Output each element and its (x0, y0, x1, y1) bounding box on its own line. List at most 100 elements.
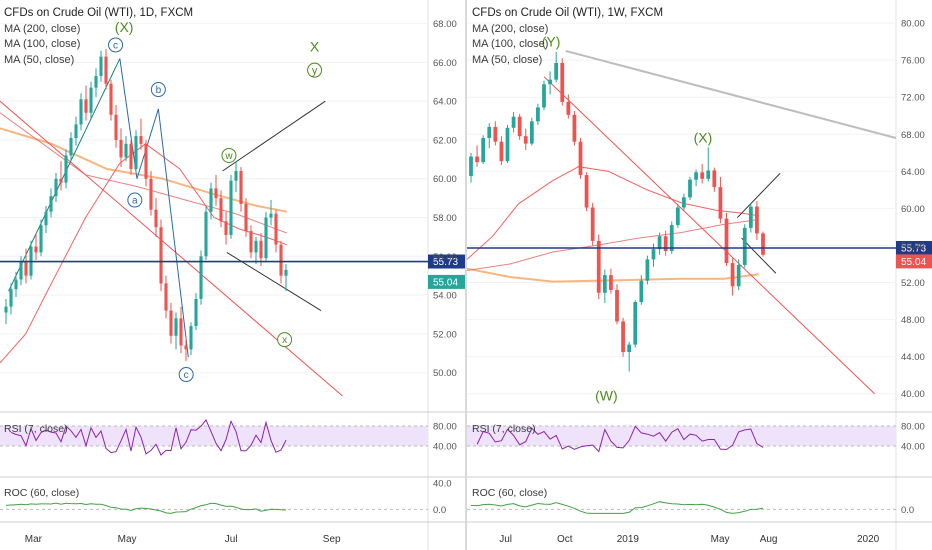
candle-body (511, 116, 516, 128)
last-price-value: 55.04 (901, 257, 926, 268)
time-tick-label: May (711, 534, 730, 545)
daily-roc-pane (0, 502, 428, 514)
candle-body (89, 87, 93, 113)
candle-body (590, 207, 595, 241)
daily-trendlines (0, 58, 343, 397)
candle-body (24, 262, 28, 276)
daily-rsi-pane (0, 419, 428, 456)
time-tick-label: May (118, 534, 137, 545)
candle-body (529, 121, 534, 144)
daily-time-axis[interactable]: Mar May Jul Sep (25, 534, 341, 545)
long-term-resistance (565, 49, 897, 139)
candle-body (700, 172, 705, 179)
daily-chart-panel[interactable]: 55.73 55.04 (X) c b a c w x Xy 68.00 66.00 64.00 62… (0, 0, 466, 550)
candle-body (730, 263, 735, 287)
candle-body (663, 236, 668, 252)
candle-body (706, 170, 711, 179)
ma-50 (0, 143, 287, 364)
weekly-chart-panel[interactable]: 55.73 55.04 (Y) (X) (W) 80.00 76.00 72.00 68.0… (466, 0, 932, 550)
candle-body (742, 227, 747, 265)
candle-body (688, 179, 692, 198)
candle-body (609, 275, 613, 290)
daily-price-axis[interactable]: 68.00 66.00 64.00 62.00 60.00 58.00 56.00 54.00… (433, 19, 457, 516)
daily-legend-ma200[interactable]: MA (200, close) (4, 22, 81, 35)
candle-body (44, 211, 48, 226)
price-tick-label: 60.00 (433, 174, 457, 185)
price-tick-label: 76.00 (901, 56, 925, 67)
candle-body (39, 225, 43, 253)
price-tick-label: 54.00 (433, 291, 457, 302)
horizontal-line-tag[interactable] (428, 254, 466, 269)
wave-circle (178, 367, 194, 383)
candle-body (718, 187, 723, 219)
candle-body (244, 203, 248, 232)
daily-moving-averages (0, 112, 287, 364)
wave-label: w (224, 151, 233, 162)
weekly-roc-pane (467, 501, 896, 514)
candle-body (124, 143, 128, 158)
horizontal-line-price: 55.73 (901, 243, 926, 254)
candle-body (209, 188, 213, 212)
weekly-horizontal-line[interactable]: 55.73 55.04 (467, 240, 932, 269)
last-price-tag[interactable] (428, 274, 466, 289)
candle-body (99, 56, 103, 76)
ma-200 (0, 127, 287, 213)
candle-body (657, 236, 662, 250)
roc-tick-label: 40.0 (433, 479, 452, 490)
weekly-price-axis[interactable]: 80.00 76.00 72.00 68.00 64.00 60.00 56.00 52.00… (901, 19, 925, 516)
price-tick-label: 80.00 (901, 19, 925, 30)
time-tick-label: Sep (323, 534, 341, 545)
weekly-roc-label[interactable]: ROC (60, close) (472, 487, 548, 499)
roc-tick-label: 0.0 (433, 505, 446, 516)
candle-body (214, 188, 218, 199)
weekly-time-axis[interactable]: Jul Oct 2019 May Aug 2020 (499, 534, 879, 545)
daily-legend-ma100[interactable]: MA (100, close) (4, 38, 81, 50)
daily-roc-label[interactable]: ROC (60, close) (4, 487, 80, 499)
horizontal-line-tag[interactable] (896, 240, 932, 255)
daily-wave-labels: (X) c b a c w x Xy (108, 19, 323, 383)
wave-label: X (310, 39, 320, 55)
weekly-rsi-label[interactable]: RSI (7, close) (472, 423, 536, 435)
price-tick-label: 64.00 (433, 97, 457, 108)
weekly-candles (469, 51, 765, 372)
weekly-legend-ma50[interactable]: MA (50, close) (472, 53, 543, 66)
daily-legend[interactable]: CFDs on Crude Oil (WTI), 1D, FXCM MA (20… (4, 6, 193, 68)
candle-body (724, 218, 729, 264)
wave-label: (X) (694, 130, 713, 146)
price-tick-label: 52.00 (433, 329, 457, 340)
price-tick-label: 56.00 (901, 241, 925, 252)
channel-upper (222, 100, 326, 172)
weekly-rsi-pane (467, 425, 896, 453)
wave-path (8, 58, 121, 292)
candle-body (59, 178, 63, 183)
daily-legend-ma50[interactable]: MA (50, close) (4, 53, 75, 66)
wave-label: a (132, 195, 138, 206)
candle-body (204, 211, 208, 257)
roc-line (5, 502, 287, 514)
candle-body (645, 259, 650, 281)
weekly-legend-ma200[interactable]: MA (200, close) (472, 22, 549, 35)
candle-body (602, 275, 607, 293)
candle-body (249, 231, 253, 253)
candle-body (114, 114, 118, 140)
weekly-grid (467, 0, 932, 550)
candle-body (566, 101, 571, 115)
wave-label: b (156, 85, 162, 96)
daily-rsi-label[interactable]: RSI (7, close) (4, 423, 68, 435)
candle-body (174, 318, 178, 336)
weekly-moving-averages (466, 166, 759, 283)
weekly-legend-ma100[interactable]: MA (100, close) (472, 38, 549, 50)
weekly-trendlines (543, 49, 897, 395)
daily-horizontal-line[interactable]: 55.73 55.04 (0, 254, 466, 289)
rsi-line (476, 425, 764, 453)
last-price-tag[interactable] (896, 254, 932, 269)
candle-body (651, 249, 656, 260)
candle-body (639, 280, 644, 303)
candle-body (234, 170, 238, 181)
weekly-legend[interactable]: CFDs on Crude Oil (WTI), 1W, FXCM MA (20… (472, 6, 663, 68)
wave-label: y (312, 65, 318, 77)
price-tick-label: 72.00 (901, 93, 925, 104)
wave-circle (277, 332, 293, 348)
weekly-wave-labels: (Y) (X) (W) (542, 33, 713, 403)
